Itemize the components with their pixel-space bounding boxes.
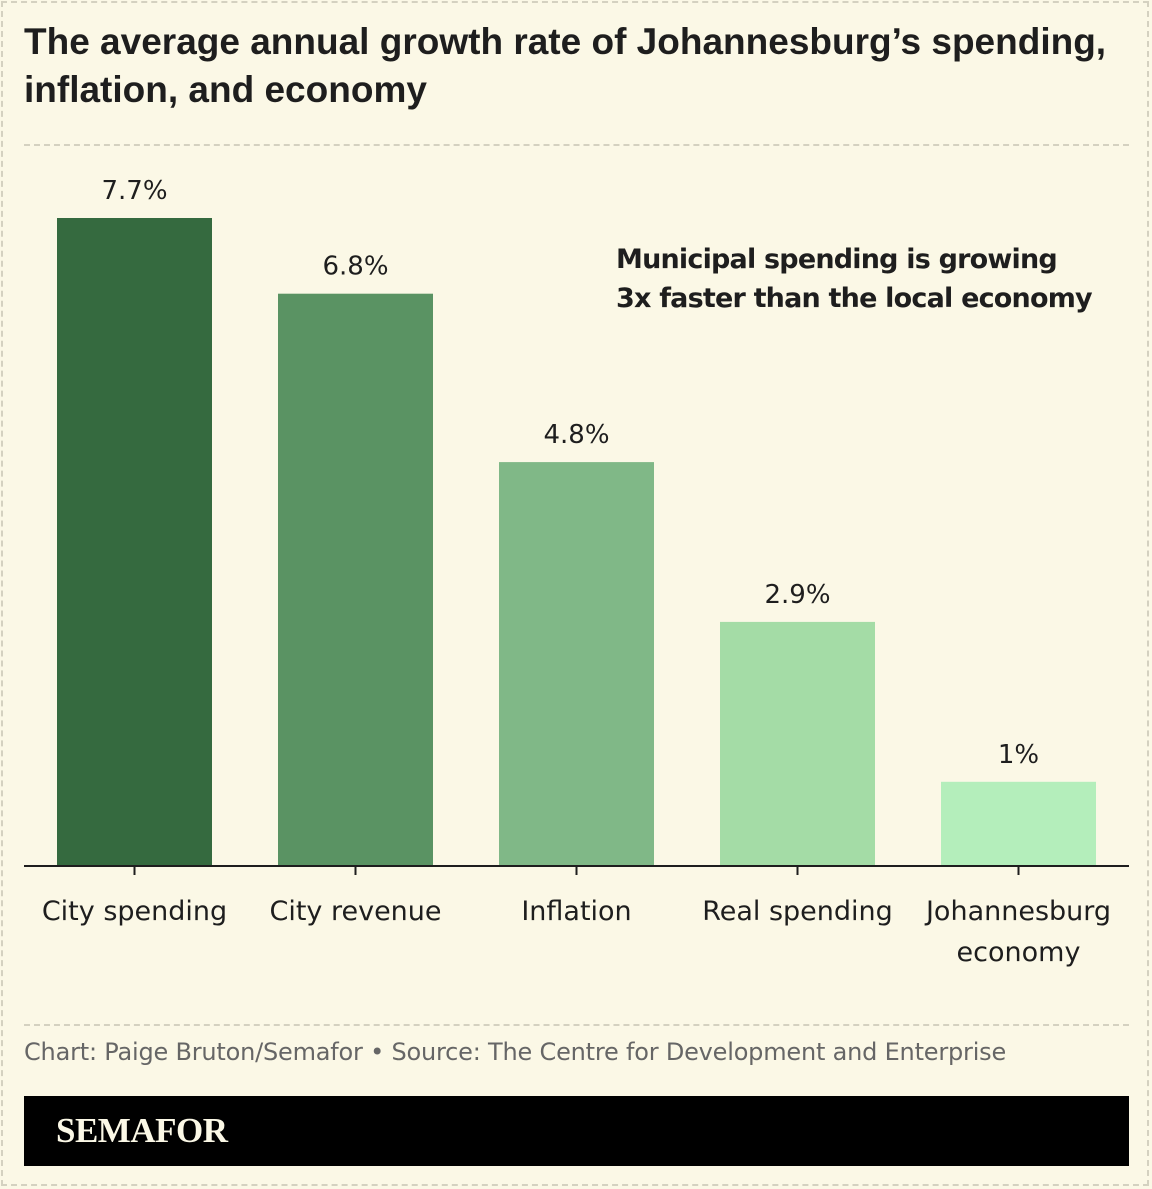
x-tick-label: Inflation (521, 896, 631, 927)
bar (941, 781, 1096, 866)
data-label: 7.7% (101, 176, 167, 206)
bar (57, 218, 212, 866)
title-divider (24, 144, 1129, 146)
data-label: 4.8% (543, 420, 609, 450)
x-tick-label: Real spending (702, 896, 893, 927)
data-label: 2.9% (764, 580, 830, 610)
x-tick-label: City spending (42, 896, 227, 927)
source-credit: Chart: Paige Bruton/Semafor • Source: Th… (24, 1038, 1007, 1066)
data-label: 6.8% (322, 252, 388, 282)
chart-title: The average annual growth rate of Johann… (24, 21, 1107, 110)
chart-annotation: Municipal spending is growing 3x faster … (616, 244, 1093, 314)
bar-chart: 7.7% City spending 6.8% City revenue 4.8% Inf… (24, 176, 1129, 968)
semafor-logo: SEMAFOR (56, 1111, 228, 1150)
brand-bar: SEMAFOR (24, 1096, 1129, 1166)
bar (720, 621, 875, 866)
footer-divider (24, 1024, 1129, 1026)
bar (499, 462, 654, 866)
bar (278, 293, 433, 866)
x-tick-label: City revenue (269, 896, 441, 927)
data-label: 1% (998, 740, 1039, 770)
x-tick-label: Johannesburg economy (924, 896, 1111, 968)
